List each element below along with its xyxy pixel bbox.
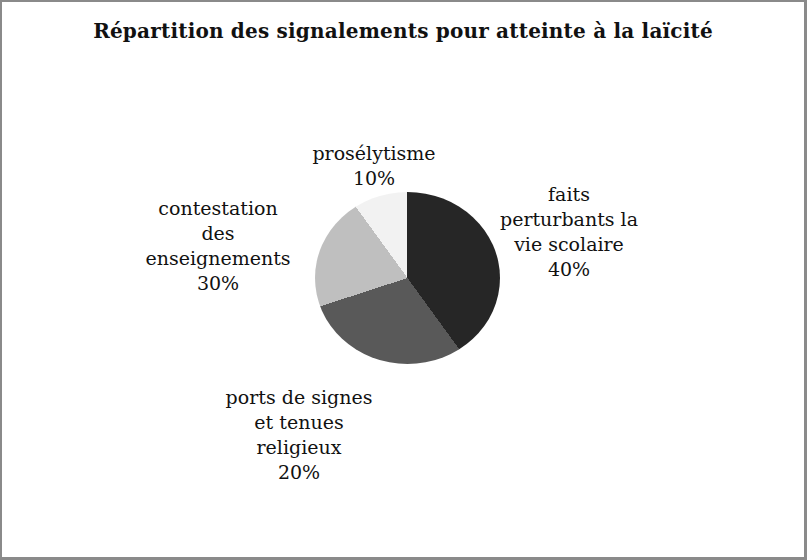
slice-label-ports-de-signes: ports de signes et tenues religieux 20% <box>226 385 373 485</box>
pie-chart <box>315 192 500 364</box>
chart-canvas: { "title": "Répartition des signalements… <box>0 0 807 560</box>
slice-label-proselytisme: prosélytisme 10% <box>312 141 435 191</box>
slice-label-contestation: contestation des enseignements 30% <box>145 196 290 296</box>
chart-title: Répartition des signalements pour attein… <box>2 19 804 43</box>
slice-label-faits-perturbants: faits perturbants la vie scolaire 40% <box>500 182 638 282</box>
